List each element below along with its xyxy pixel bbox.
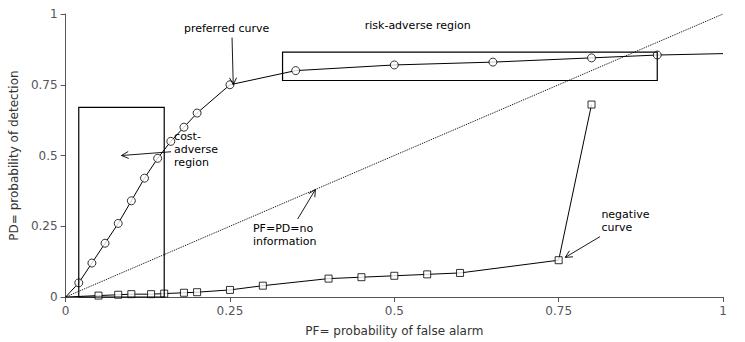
svg-text:0.25: 0.25 <box>31 219 58 233</box>
svg-text:0: 0 <box>50 290 58 304</box>
svg-text:0.5: 0.5 <box>39 149 58 163</box>
svg-text:adverse: adverse <box>174 143 218 156</box>
svg-text:preferred curve: preferred curve <box>184 22 270 35</box>
svg-text:0.5: 0.5 <box>385 304 404 318</box>
svg-text:1: 1 <box>719 304 727 318</box>
svg-text:information: information <box>253 235 317 248</box>
svg-text:PD= probability of detection: PD= probability of detection <box>7 70 21 240</box>
svg-text:risk-adverse region: risk-adverse region <box>365 19 471 32</box>
svg-text:1: 1 <box>50 7 58 21</box>
svg-text:0: 0 <box>62 304 70 318</box>
svg-text:region: region <box>174 156 209 169</box>
svg-text:0.25: 0.25 <box>217 304 244 318</box>
svg-text:0.75: 0.75 <box>31 78 58 92</box>
svg-text:cost-: cost- <box>174 130 201 143</box>
svg-text:curve: curve <box>601 221 632 234</box>
svg-text:negative: negative <box>601 208 649 221</box>
svg-text:PF=PD=no: PF=PD=no <box>253 222 313 235</box>
svg-text:0.75: 0.75 <box>545 304 572 318</box>
svg-text:PF= probability of false alarm: PF= probability of false alarm <box>305 324 483 338</box>
